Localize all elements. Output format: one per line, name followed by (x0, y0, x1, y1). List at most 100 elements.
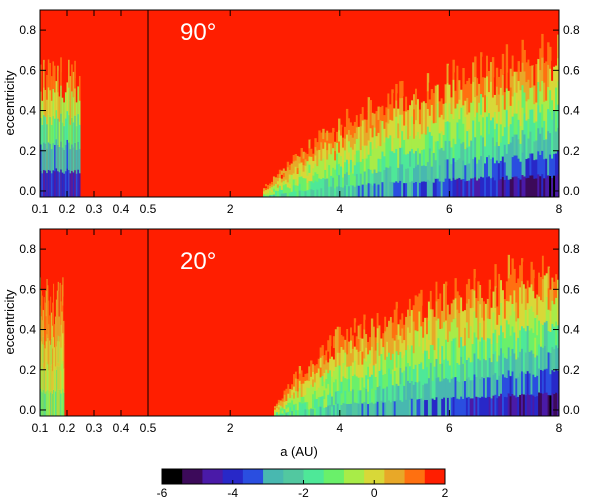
heatmap-cell (359, 389, 362, 404)
heatmap-cell (328, 175, 331, 187)
heatmap-cell (286, 181, 290, 188)
heatmap-cell (395, 350, 398, 368)
heatmap-cell (422, 352, 425, 370)
heatmap-cell (52, 393, 54, 416)
heatmap-cell (439, 363, 442, 382)
heatmap-cell (359, 376, 362, 391)
heatmap-cell (274, 176, 278, 181)
heatmap-cell (276, 180, 280, 185)
heatmap-cell (488, 299, 492, 320)
heatmap-cell (340, 124, 343, 136)
heatmap-cell (405, 382, 408, 400)
heatmap-cell (48, 369, 50, 394)
heatmap-cell (296, 191, 299, 197)
heatmap-cell (290, 174, 294, 181)
heatmap-cell (58, 171, 61, 197)
heatmap-cell (430, 104, 434, 121)
heatmap-cell (523, 154, 526, 177)
heatmap-cell (429, 362, 433, 381)
heatmap-cell (525, 100, 528, 121)
heatmap-cell (377, 145, 380, 159)
heatmap-cell (276, 174, 280, 178)
heatmap-cell (536, 273, 539, 295)
heatmap-cell (416, 180, 420, 197)
heatmap-cell (486, 55, 489, 77)
heatmap-cell (272, 182, 276, 186)
heatmap-cell (44, 370, 46, 394)
heatmap-cell (482, 156, 485, 178)
heatmap-cell (439, 328, 442, 347)
heatmap-cell (452, 118, 455, 139)
heatmap-cell (330, 164, 333, 176)
heatmap-cell (540, 392, 543, 416)
heatmap-cell (478, 64, 481, 84)
heatmap-cell (274, 183, 278, 188)
heatmap-cell (54, 118, 56, 145)
heatmap-cell (541, 150, 544, 175)
heatmap-cell (452, 138, 455, 159)
heatmap-cell (468, 128, 471, 147)
heatmap-cell (521, 174, 524, 197)
heatmap-cell (332, 187, 335, 197)
heatmap-cell (300, 176, 303, 184)
heatmap-cell (452, 396, 455, 416)
heatmap-cell (539, 48, 542, 71)
heatmap-cell (46, 333, 48, 362)
heatmap-cell (330, 142, 333, 155)
heatmap-cell (338, 352, 341, 366)
x-tick-label: 0.2 (59, 421, 76, 435)
heatmap-cell (61, 147, 64, 173)
heatmap-cell (283, 401, 286, 406)
heatmap-cell (452, 279, 455, 300)
heatmap-cell (374, 350, 378, 364)
heatmap-cell (389, 373, 393, 389)
heatmap-cell (551, 119, 554, 140)
heatmap-cell (397, 400, 400, 416)
heatmap-cell (486, 96, 489, 117)
heatmap-cell (365, 319, 368, 335)
heatmap-cell (288, 187, 292, 193)
heatmap-cell (413, 138, 416, 154)
heatmap-cell (515, 71, 518, 93)
heatmap-cell (388, 368, 391, 385)
heatmap-cell (279, 410, 283, 414)
heatmap-cell (56, 315, 58, 342)
heatmap-cell (443, 321, 446, 342)
heatmap-cell (51, 364, 53, 391)
heatmap-cell (52, 88, 55, 117)
heatmap-cell (405, 366, 408, 384)
heatmap-cell (351, 149, 355, 162)
y-tick-label-right: 0.8 (563, 242, 580, 256)
heatmap-cell (284, 179, 288, 185)
heatmap-cell (450, 130, 453, 148)
heatmap-cell (322, 128, 325, 140)
heatmap-cell (378, 370, 381, 387)
colorbar-cell (222, 469, 244, 484)
heatmap-cell (468, 145, 471, 164)
heatmap-cell (495, 160, 499, 180)
heatmap-cell (501, 115, 505, 137)
heatmap-cell (509, 178, 513, 197)
heatmap-cell (327, 351, 330, 363)
heatmap-cell (340, 155, 343, 167)
heatmap-cell (375, 111, 378, 124)
heatmap-cell (387, 137, 390, 154)
heatmap-cell (477, 339, 480, 359)
heatmap-cell (46, 388, 48, 416)
heatmap-cell (519, 71, 522, 91)
heatmap-cell (407, 309, 410, 328)
heatmap-cell (549, 132, 552, 155)
colorbar-cell (323, 469, 345, 484)
heatmap-cell (458, 60, 461, 81)
heatmap-cell (444, 83, 447, 104)
heatmap-cell (308, 380, 311, 389)
heatmap-cell (40, 340, 42, 367)
heatmap-cell (304, 177, 307, 185)
heatmap-cell (365, 132, 369, 146)
heatmap-cell (432, 122, 436, 139)
heatmap-cell (513, 155, 516, 177)
heatmap-cell (327, 405, 330, 416)
heatmap-cell (495, 86, 499, 106)
heatmap-cell (40, 390, 42, 416)
heatmap-cell (502, 331, 505, 354)
